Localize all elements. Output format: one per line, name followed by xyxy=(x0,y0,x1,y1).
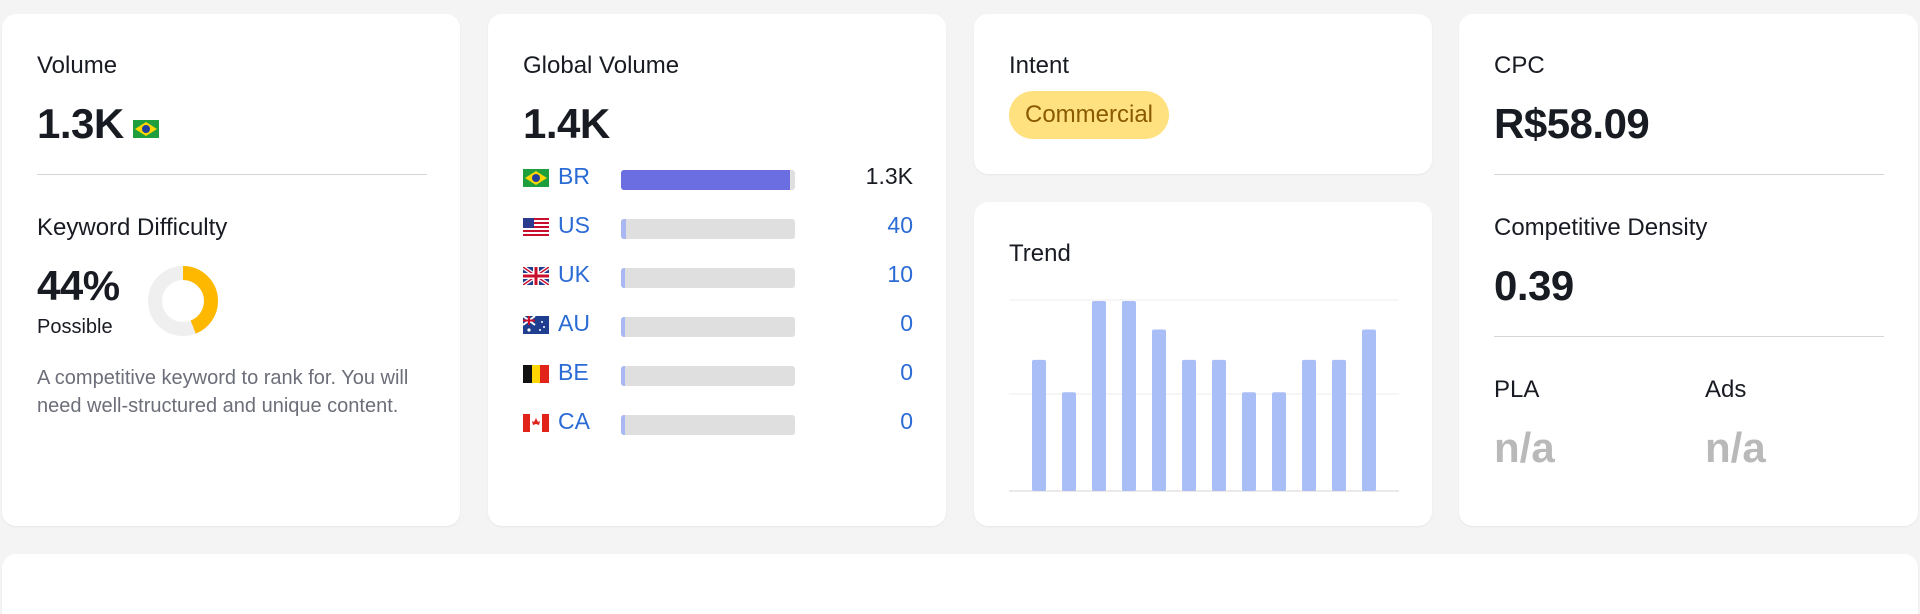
country-row-us[interactable]: US 40 xyxy=(523,212,913,242)
trend-bar[interactable] xyxy=(1332,359,1346,491)
trend-bar[interactable] xyxy=(1362,329,1376,492)
country-bar-track xyxy=(621,170,795,190)
country-bar-track xyxy=(621,219,795,239)
country-volume[interactable]: 40 xyxy=(887,212,913,238)
volume-value: 1.3K xyxy=(37,100,124,147)
volume-label: Volume xyxy=(37,52,118,79)
country-code[interactable]: BE xyxy=(558,359,589,385)
country-bar-fill xyxy=(621,317,625,337)
global-volume-card: Global Volume 1.4K BR 1.3K US 40 xyxy=(488,14,946,526)
bottom-card xyxy=(2,554,1918,614)
australia-flag-icon xyxy=(523,316,549,334)
country-volume[interactable]: 0 xyxy=(900,359,913,385)
uk-flag-icon xyxy=(523,267,549,285)
country-row-uk[interactable]: UK 10 xyxy=(523,261,913,291)
trend-bar[interactable] xyxy=(1302,359,1316,491)
global-volume-label: Global Volume xyxy=(523,52,680,79)
belgium-flag-icon xyxy=(523,365,549,383)
country-code[interactable]: UK xyxy=(558,261,590,287)
country-bar-fill xyxy=(621,366,625,386)
trend-card: Trend xyxy=(974,202,1432,526)
country-bar-fill xyxy=(621,415,625,435)
keyword-difficulty-note: A competitive keyword to rank for. You w… xyxy=(37,367,409,417)
competitive-density-value: 0.39 xyxy=(1494,262,1574,309)
difficulty-donut-arc xyxy=(148,266,218,336)
country-row-ca[interactable]: CA 0 xyxy=(523,408,913,438)
keyword-difficulty-level: Possible xyxy=(37,316,113,338)
canada-flag-icon xyxy=(523,414,549,432)
volume-card: Volume 1.3K Keyword Difficulty 44% Possi… xyxy=(2,14,460,526)
trend-bar[interactable] xyxy=(1152,329,1166,492)
country-volume[interactable]: 0 xyxy=(900,408,913,434)
trend-bar[interactable] xyxy=(1032,359,1046,491)
cpc-card: CPC R$58.09 Competitive Density 0.39 PLA… xyxy=(1459,14,1918,526)
country-row-br[interactable]: BR 1.3K xyxy=(523,163,913,193)
intent-label: Intent xyxy=(1009,52,1070,79)
country-bar-fill xyxy=(621,170,790,190)
cpc-value: R$58.09 xyxy=(1494,100,1650,147)
trend-bar[interactable] xyxy=(1272,392,1286,491)
trend-bar[interactable] xyxy=(1212,359,1226,491)
country-bar-track xyxy=(621,415,795,435)
trend-bar[interactable] xyxy=(1062,392,1076,491)
brazil-flag-icon xyxy=(523,169,549,187)
density-divider xyxy=(1494,336,1884,337)
difficulty-donut xyxy=(148,266,218,336)
country-bar-fill xyxy=(621,219,626,239)
competitive-density-label: Competitive Density xyxy=(1494,214,1708,241)
country-row-au[interactable]: AU 0 xyxy=(523,310,913,340)
cpc-divider xyxy=(1494,174,1884,175)
country-bar-track xyxy=(621,317,795,337)
country-code[interactable]: AU xyxy=(558,310,590,336)
global-volume-value: 1.4K xyxy=(523,100,610,147)
keyword-difficulty-label: Keyword Difficulty xyxy=(37,214,228,241)
brazil-flag-icon xyxy=(133,120,159,138)
volume-divider xyxy=(37,174,427,175)
intent-card: Intent Commercial xyxy=(974,14,1432,174)
cpc-label: CPC xyxy=(1494,52,1545,79)
ads-label: Ads xyxy=(1705,376,1747,403)
trend-bar[interactable] xyxy=(1092,301,1106,491)
country-bar-track xyxy=(621,366,795,386)
trend-bar[interactable] xyxy=(1182,359,1196,491)
pla-value: n/a xyxy=(1494,424,1555,471)
keyword-difficulty-value: 44% xyxy=(37,262,120,309)
country-bar-track xyxy=(621,268,795,288)
country-bar-fill xyxy=(621,268,625,288)
country-volume[interactable]: 10 xyxy=(887,261,913,287)
country-row-be[interactable]: BE 0 xyxy=(523,359,913,389)
trend-chart xyxy=(1009,299,1399,492)
pla-label: PLA xyxy=(1494,376,1540,403)
ads-value: n/a xyxy=(1705,424,1766,471)
trend-bar[interactable] xyxy=(1122,301,1136,491)
country-volume[interactable]: 0 xyxy=(900,310,913,336)
country-code[interactable]: BR xyxy=(558,163,590,189)
country-volume: 1.3K xyxy=(865,163,913,189)
usa-flag-icon xyxy=(523,218,549,236)
country-code[interactable]: US xyxy=(558,212,590,238)
country-code[interactable]: CA xyxy=(558,408,590,434)
intent-badge[interactable]: Commercial xyxy=(1009,91,1170,139)
trend-bar[interactable] xyxy=(1242,392,1256,491)
trend-label: Trend xyxy=(1009,240,1071,267)
